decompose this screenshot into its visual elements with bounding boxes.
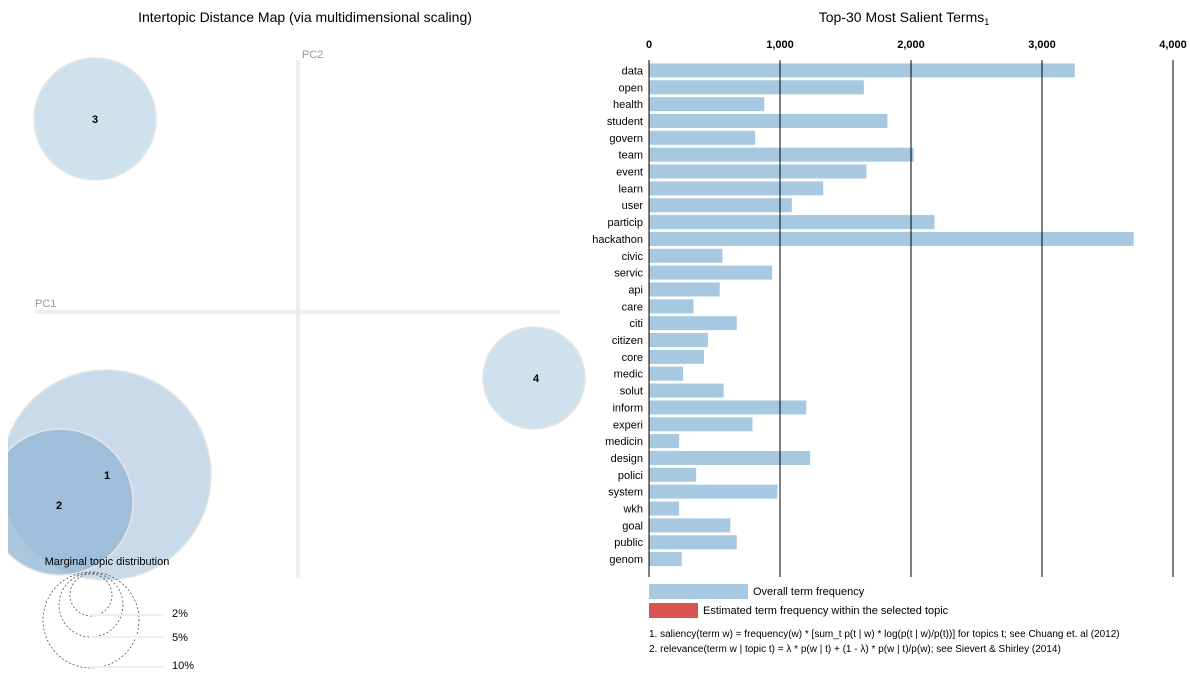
intertopic-map: PC2 PC1 3 4 1 2 xyxy=(0,0,586,600)
term-label-system[interactable]: system xyxy=(608,487,643,499)
bar-civic[interactable] xyxy=(649,248,723,263)
term-label-data[interactable]: data xyxy=(622,65,644,77)
legend-swatch-overall xyxy=(649,584,748,599)
bar-public[interactable] xyxy=(649,535,737,550)
term-label-api[interactable]: api xyxy=(628,284,643,296)
bar-user[interactable] xyxy=(649,198,792,213)
left-edge-mask xyxy=(0,0,8,600)
topic-circle-4[interactable] xyxy=(482,326,586,430)
legend-label-topic: Estimated term frequency within the sele… xyxy=(703,605,949,617)
term-label-design[interactable]: design xyxy=(611,453,643,465)
term-label-medicin[interactable]: medicin xyxy=(605,436,643,448)
bar-team[interactable] xyxy=(649,147,914,162)
legend-swatch-topic xyxy=(649,603,698,618)
x-tick-label-2: 2,000 xyxy=(897,39,925,51)
term-label-citizen[interactable]: citizen xyxy=(612,335,643,347)
bar-open[interactable] xyxy=(649,80,864,95)
term-label-learn[interactable]: learn xyxy=(619,183,643,195)
term-label-student[interactable]: student xyxy=(607,116,643,128)
intertopic-map-title: Intertopic Distance Map (via multidimens… xyxy=(138,9,472,25)
footnote-relevance: 2. relevance(term w | topic t) = λ * p(w… xyxy=(649,644,1061,655)
term-label-core[interactable]: core xyxy=(622,352,643,364)
topic-circle-2[interactable] xyxy=(0,428,134,576)
term-label-public[interactable]: public xyxy=(614,537,643,549)
legend-label-overall: Overall term frequency xyxy=(753,586,865,598)
term-label-medic[interactable]: medic xyxy=(614,369,644,381)
term-label-team[interactable]: team xyxy=(619,150,643,162)
bar-servic[interactable] xyxy=(649,265,773,280)
salient-terms-title: Top-30 Most Salient Terms1 xyxy=(819,9,990,27)
bar-citi[interactable] xyxy=(649,316,737,331)
marginal-label-10pct: 10% xyxy=(172,660,194,672)
term-label-civic[interactable]: civic xyxy=(622,251,644,263)
x-tick-label-0: 0 xyxy=(646,39,652,51)
bar-solut[interactable] xyxy=(649,383,724,398)
term-label-user[interactable]: user xyxy=(622,200,644,212)
term-label-hackathon[interactable]: hackathon xyxy=(592,234,643,246)
term-label-goal[interactable]: goal xyxy=(622,520,643,532)
x-tick-label-3: 3,000 xyxy=(1028,39,1056,51)
footnote-saliency: 1. saliency(term w) = frequency(w) * [su… xyxy=(649,629,1120,640)
term-label-inform[interactable]: inform xyxy=(612,402,643,414)
bar-student[interactable] xyxy=(649,113,888,128)
term-label-solut[interactable]: solut xyxy=(620,386,643,398)
topic-label-1: 1 xyxy=(104,470,110,482)
salient-terms-chart: data open health student govern team event lear… xyxy=(592,39,1187,577)
bar-govern[interactable] xyxy=(649,130,756,145)
topic-label-2: 2 xyxy=(56,500,62,512)
pc2-axis-label: PC2 xyxy=(302,49,323,61)
bar-design[interactable] xyxy=(649,450,811,465)
bar-learn[interactable] xyxy=(649,181,824,196)
marginal-label-5pct: 5% xyxy=(172,632,188,644)
bar-event[interactable] xyxy=(649,164,867,179)
term-label-open[interactable]: open xyxy=(619,82,643,94)
term-label-citi[interactable]: citi xyxy=(630,318,643,330)
term-label-care[interactable]: care xyxy=(622,301,643,313)
marginal-circle-5pct xyxy=(58,572,124,638)
topic-label-4: 4 xyxy=(533,373,540,385)
marginal-legend-title: Marginal topic distribution xyxy=(45,556,170,568)
marginal-legend: Marginal topic distribution 2% 5% 10% xyxy=(42,556,194,672)
bar-genom[interactable] xyxy=(649,552,682,567)
bar-inform[interactable] xyxy=(649,400,807,415)
topic-label-3: 3 xyxy=(92,114,98,126)
x-tick-label-4: 4,000 xyxy=(1159,39,1187,51)
bar-medic[interactable] xyxy=(649,366,684,381)
bar-core[interactable] xyxy=(649,349,705,364)
topic-circle-3[interactable] xyxy=(33,57,157,181)
term-label-genom[interactable]: genom xyxy=(609,554,643,566)
bar-care[interactable] xyxy=(649,299,694,314)
term-label-servic[interactable]: servic xyxy=(614,268,643,280)
bar-experi[interactable] xyxy=(649,417,753,432)
term-label-polici[interactable]: polici xyxy=(618,470,643,482)
bar-wkh[interactable] xyxy=(649,501,680,516)
bar-data[interactable] xyxy=(649,63,1075,78)
term-label-wkh[interactable]: wkh xyxy=(622,504,643,516)
bar-particip[interactable] xyxy=(649,215,935,230)
bar-legend: Overall term frequency Estimated term fr… xyxy=(649,584,949,618)
pc1-axis-label: PC1 xyxy=(35,298,56,310)
bar-citizen[interactable] xyxy=(649,333,708,348)
bar-goal[interactable] xyxy=(649,518,731,533)
x-tick-label-1: 1,000 xyxy=(766,39,794,51)
marginal-label-2pct: 2% xyxy=(172,608,188,620)
bar-health[interactable] xyxy=(649,97,765,112)
bar-system[interactable] xyxy=(649,484,778,499)
bar-api[interactable] xyxy=(649,282,720,297)
term-label-event[interactable]: event xyxy=(616,167,643,179)
bar-medicin[interactable] xyxy=(649,434,680,449)
term-label-health[interactable]: health xyxy=(613,99,643,111)
marginal-circle-10pct xyxy=(42,571,140,669)
term-label-particip[interactable]: particip xyxy=(608,217,643,229)
bar-polici[interactable] xyxy=(649,467,697,482)
bar-hackathon[interactable] xyxy=(649,231,1134,246)
term-label-govern[interactable]: govern xyxy=(609,133,643,145)
term-label-experi[interactable]: experi xyxy=(613,419,643,431)
